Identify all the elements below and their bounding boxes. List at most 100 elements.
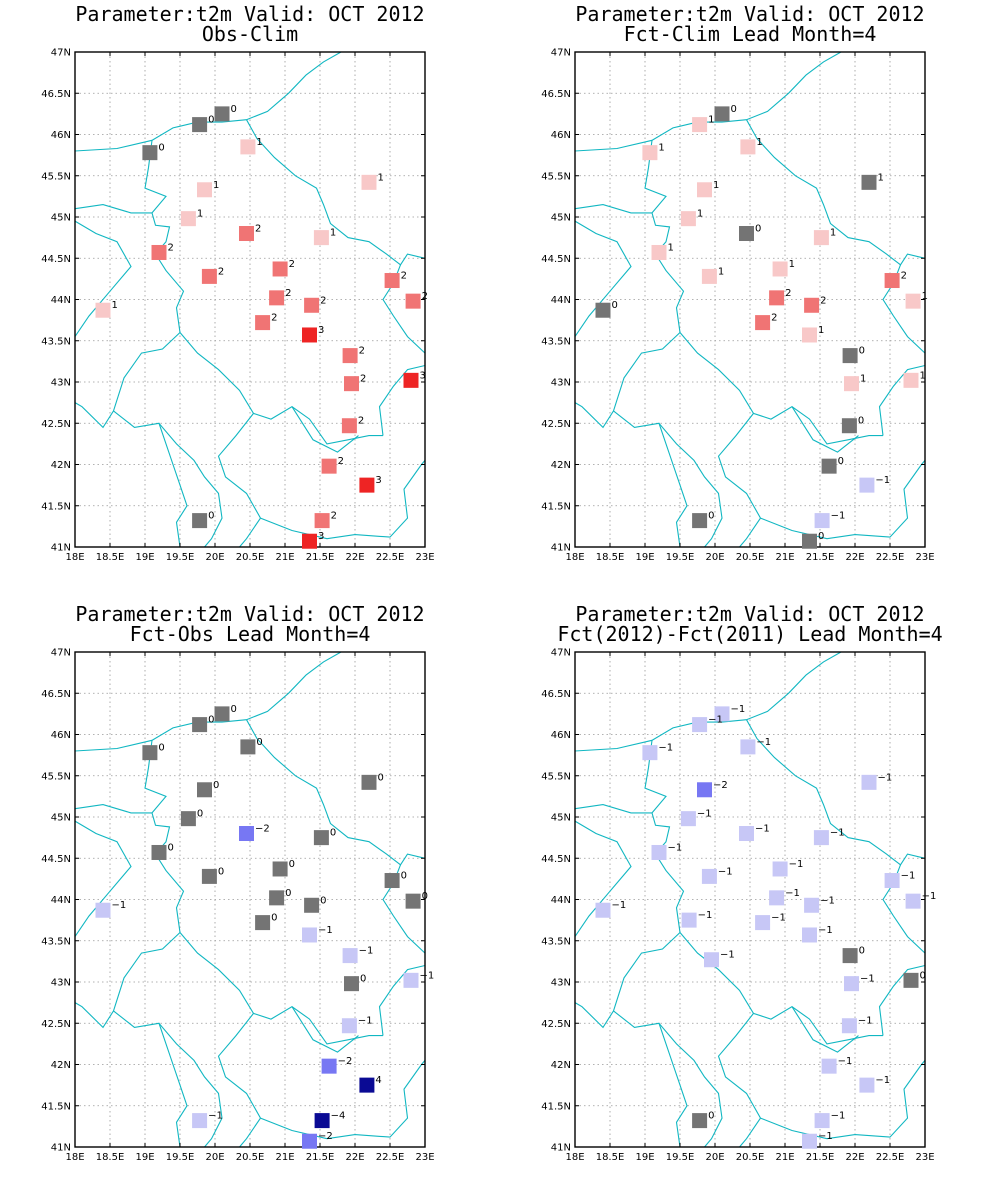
- station-marker: [681, 912, 697, 928]
- station-marker: [861, 174, 877, 190]
- station-value-label: −1: [731, 704, 746, 715]
- station-value-label: 2: [901, 271, 907, 282]
- station-value-label: 0: [256, 737, 262, 748]
- station-marker: [842, 348, 858, 364]
- station-marker: [384, 273, 400, 289]
- station-marker: [755, 915, 771, 931]
- station-marker: [192, 717, 208, 733]
- boundary-line: [217, 1013, 262, 1148]
- station-marker: [844, 376, 859, 392]
- lat-tick-label: 44N: [51, 295, 71, 306]
- station-marker: [314, 513, 330, 529]
- station-value-label: 1: [708, 115, 714, 126]
- station-marker: [884, 873, 900, 889]
- station-value-label: 1: [922, 291, 928, 302]
- station-value-label: −1: [878, 772, 893, 783]
- boundary-line: [760, 460, 926, 540]
- boundary-line: [791, 1006, 859, 1053]
- station-marker: [813, 230, 829, 246]
- station-marker: [201, 868, 217, 884]
- station-value-label: −4: [331, 1111, 346, 1122]
- boundary-line: [260, 460, 426, 540]
- lat-tick-label: 44.5N: [541, 854, 571, 865]
- station-marker: [344, 976, 359, 992]
- lon-tick-label: 21E: [775, 1152, 794, 1163]
- lat-tick-label: 47N: [51, 648, 71, 659]
- station-value-label: −1: [830, 828, 845, 839]
- station-marker: [821, 458, 837, 474]
- station-value-label: 0: [213, 780, 219, 791]
- station-value-label: −2: [318, 1131, 333, 1142]
- lon-tick-label: 20E: [205, 1152, 224, 1163]
- station-marker: [384, 873, 400, 889]
- lat-tick-label: 46.5N: [541, 689, 571, 700]
- station-value-label: 0: [818, 531, 824, 542]
- map-panel-fct-clim: Parameter:t2m Valid: OCT 2012 Fct-Clim Le…: [520, 0, 1000, 590]
- lon-tick-label: 19.5E: [166, 1152, 195, 1163]
- lon-tick-label: 20.5E: [736, 1152, 765, 1163]
- lat-tick-label: 44N: [551, 895, 571, 906]
- station-marker: [804, 897, 820, 913]
- lon-tick-label: 21E: [775, 552, 794, 563]
- boundary-line: [74, 332, 181, 429]
- station-marker: [180, 211, 196, 227]
- station-marker: [651, 244, 667, 260]
- lat-tick-label: 45.5N: [541, 171, 571, 182]
- lat-tick-label: 43.5N: [41, 336, 71, 347]
- station-marker: [240, 139, 256, 155]
- map-panel-fct-diff: Parameter:t2m Valid: OCT 2012 Fct(2012)-F…: [520, 600, 1000, 1190]
- boundary-line: [378, 964, 426, 1036]
- station-marker: [680, 211, 696, 227]
- lat-tick-label: 46N: [51, 130, 71, 141]
- boundary-line: [246, 119, 426, 266]
- boundary-line: [158, 422, 223, 548]
- station-marker: [359, 477, 375, 493]
- station-value-label: −1: [755, 824, 770, 835]
- station-value-label: 0: [731, 104, 737, 115]
- lat-tick-label: 46.5N: [41, 689, 71, 700]
- station-marker: [772, 261, 788, 277]
- lat-tick-label: 42N: [51, 460, 71, 471]
- station-marker: [95, 902, 111, 918]
- station-marker: [814, 1113, 830, 1129]
- lat-tick-label: 45N: [551, 813, 571, 824]
- station-value-label: 1: [112, 300, 118, 311]
- lat-tick-label: 46N: [551, 730, 571, 741]
- station-value-label: 1: [213, 180, 219, 191]
- station-value-label: −1: [831, 1111, 846, 1122]
- lat-tick-label: 41N: [51, 543, 71, 554]
- lat-tick-label: 41N: [51, 1143, 71, 1154]
- station-marker: [740, 139, 756, 155]
- station-value-label: 3: [318, 531, 324, 542]
- station-marker: [704, 952, 719, 968]
- station-marker: [802, 1133, 817, 1149]
- lon-tick-label: 18E: [565, 1152, 584, 1163]
- station-marker: [321, 1058, 337, 1074]
- boundary-line: [74, 651, 342, 752]
- station-marker: [692, 117, 708, 133]
- station-value-label: 0: [271, 913, 277, 924]
- station-marker: [740, 739, 756, 755]
- station-value-label: 1: [697, 209, 703, 220]
- station-marker: [701, 268, 717, 284]
- lon-tick-label: 18E: [65, 552, 84, 563]
- station-value-label: 2: [401, 271, 407, 282]
- station-value-label: −1: [831, 511, 846, 522]
- boundary-line: [74, 220, 132, 337]
- lat-tick-label: 41.5N: [541, 501, 571, 512]
- station-value-label: 0: [231, 704, 237, 715]
- panel-subtitle: Fct-Obs Lead Month=4: [130, 622, 371, 646]
- station-value-label: 0: [755, 224, 761, 235]
- lat-tick-label: 47N: [551, 648, 571, 659]
- station-marker: [813, 830, 829, 846]
- station-value-label: 0: [858, 416, 864, 427]
- station-marker: [595, 902, 611, 918]
- station-marker: [884, 273, 900, 289]
- lon-tick-label: 22.5E: [876, 1152, 905, 1163]
- station-value-label: 2: [771, 313, 777, 324]
- station-value-label: 0: [158, 743, 164, 754]
- station-marker: [361, 174, 377, 190]
- station-marker: [697, 182, 712, 198]
- station-value-label: −1: [875, 475, 890, 486]
- lon-tick-label: 23E: [415, 552, 434, 563]
